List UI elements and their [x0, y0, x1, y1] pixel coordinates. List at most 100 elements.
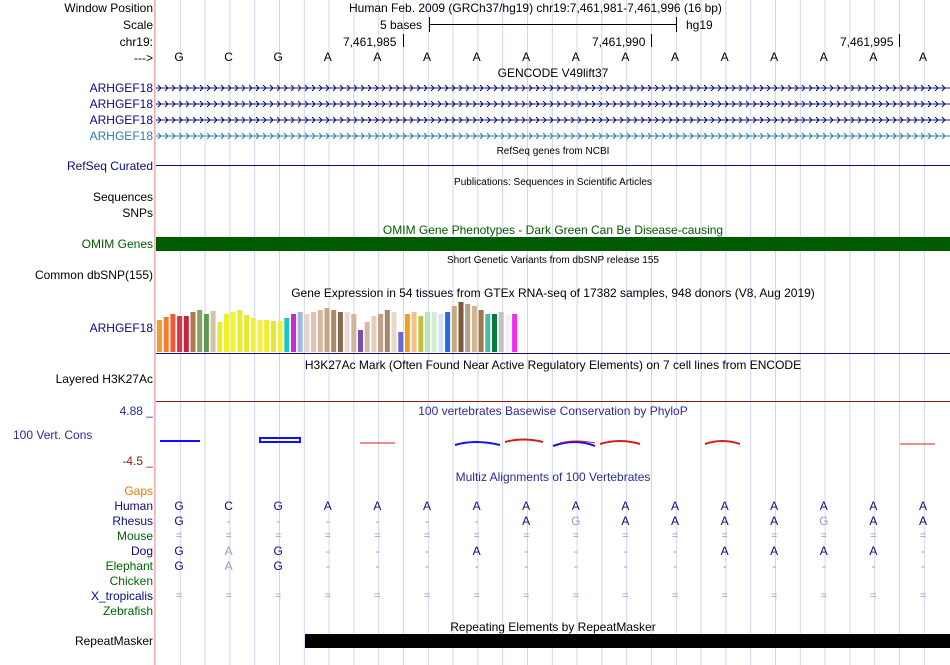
- gtex-bar[interactable]: [451, 306, 457, 352]
- gtex-bar[interactable]: [358, 330, 363, 352]
- gtex-bar[interactable]: [425, 312, 430, 352]
- gtex-bar[interactable]: [331, 310, 337, 352]
- gtex-bar[interactable]: [431, 312, 437, 352]
- gencode-gene-label[interactable]: ARHGEF18: [89, 129, 153, 143]
- gtex-bar[interactable]: [324, 308, 330, 352]
- gtex-bar[interactable]: [270, 321, 276, 352]
- multiz-species-label[interactable]: Dog: [130, 544, 153, 558]
- multiz-species-label[interactable]: Zebrafish: [102, 604, 153, 618]
- gtex-bar[interactable]: [163, 317, 169, 352]
- multiz-gaps-label[interactable]: Gaps: [124, 484, 153, 498]
- gencode-gene-label[interactable]: ARHGEF18: [89, 81, 153, 95]
- gtex-bar[interactable]: [203, 314, 209, 352]
- gencode-gene-label[interactable]: ARHGEF18: [89, 97, 153, 111]
- repeatmasker-label[interactable]: RepeatMasker: [74, 634, 153, 648]
- gtex-bar[interactable]: [471, 306, 477, 352]
- gtex-bar[interactable]: [177, 316, 183, 352]
- gtex-bar[interactable]: [505, 314, 511, 352]
- gtex-bar[interactable]: [337, 312, 343, 352]
- gtex-bar[interactable]: [465, 304, 471, 352]
- sequence-base: A: [918, 50, 927, 64]
- multiz-species-label[interactable]: Elephant: [105, 559, 153, 573]
- gencode-transcript-line[interactable]: [156, 115, 950, 125]
- gtex-bar[interactable]: [277, 321, 283, 352]
- multiz-species-label[interactable]: Human: [114, 499, 153, 513]
- multiz-base: =: [572, 590, 580, 602]
- gencode-transcript-line[interactable]: [156, 131, 950, 141]
- multiz-species-label[interactable]: Mouse: [116, 529, 153, 543]
- gtex-bar[interactable]: [157, 320, 162, 352]
- gtex-bar[interactable]: [210, 311, 216, 352]
- phylop-signal[interactable]: [155, 430, 950, 454]
- scale-assembly: hg19: [686, 18, 713, 32]
- pubs-sequences-label[interactable]: Sequences: [92, 190, 153, 204]
- gtex-bar[interactable]: [364, 322, 370, 352]
- gtex-bar[interactable]: [404, 314, 410, 352]
- gtex-bar[interactable]: [197, 310, 203, 352]
- dbsnp-label[interactable]: Common dbSNP(155): [34, 268, 153, 282]
- gtex-bar[interactable]: [317, 310, 323, 352]
- gtex-bar[interactable]: [291, 314, 296, 352]
- gtex-bar[interactable]: [257, 320, 263, 352]
- gtex-bar[interactable]: [418, 316, 424, 352]
- gtex-bar[interactable]: [492, 314, 497, 352]
- gtex-bar[interactable]: [250, 318, 256, 352]
- pubs-snps-label[interactable]: SNPs: [122, 206, 153, 220]
- gtex-bar[interactable]: [391, 312, 397, 352]
- gtex-bar[interactable]: [284, 318, 290, 352]
- scale-bar-right-cap: [676, 17, 677, 32]
- gencode-transcript-line[interactable]: [156, 83, 950, 93]
- gtex-bar[interactable]: [411, 312, 417, 352]
- gtex-expression-bars[interactable]: [155, 300, 950, 356]
- refseq-label[interactable]: RefSeq Curated: [66, 159, 153, 173]
- gtex-bar[interactable]: [297, 312, 303, 352]
- gtex-bar[interactable]: [498, 312, 504, 352]
- gtex-bar[interactable]: [438, 314, 444, 352]
- omim-title: OMIM Gene Phenotypes - Dark Green Can Be…: [382, 223, 724, 237]
- gtex-bar[interactable]: [485, 314, 491, 352]
- gtex-bar[interactable]: [304, 314, 310, 352]
- gtex-bar[interactable]: [311, 312, 317, 352]
- gtex-bar[interactable]: [230, 312, 236, 352]
- gtex-bar[interactable]: [445, 312, 451, 352]
- gtex-bar[interactable]: [478, 310, 484, 352]
- sequence-base: A: [869, 50, 878, 64]
- multiz-base: G: [571, 514, 581, 528]
- gtex-bar[interactable]: [384, 310, 390, 352]
- gtex-bar[interactable]: [351, 314, 357, 352]
- gtex-bar[interactable]: [458, 302, 464, 352]
- gtex-bar[interactable]: [378, 314, 384, 352]
- gtex-bar[interactable]: [371, 316, 377, 352]
- h3k27ac-label[interactable]: Layered H3K27Ac: [55, 372, 153, 386]
- gtex-bar[interactable]: [237, 310, 243, 352]
- gtex-bar[interactable]: [224, 314, 229, 352]
- gencode-transcript-line[interactable]: [156, 99, 950, 109]
- multiz-base: A: [373, 499, 382, 513]
- multiz-species-label[interactable]: Rhesus: [112, 514, 153, 528]
- gtex-bar[interactable]: [264, 320, 270, 352]
- gtex-bar[interactable]: [344, 312, 350, 352]
- sequence-base: A: [323, 50, 332, 64]
- gencode-track-title: GENCODE V49lift37: [497, 66, 609, 80]
- h3k27ac-baseline: [156, 401, 950, 402]
- repeatmasker-feature-bar[interactable]: [305, 634, 950, 648]
- omim-label[interactable]: OMIM Genes: [81, 237, 153, 251]
- phylop-label[interactable]: 100 Vert. Cons: [13, 428, 93, 442]
- gtex-bar[interactable]: [183, 316, 189, 352]
- gtex-bar[interactable]: [512, 314, 518, 352]
- gtex-bar[interactable]: [190, 312, 196, 352]
- gtex-title: Gene Expression in 54 tissues from GTEx …: [291, 286, 815, 300]
- gencode-gene-label[interactable]: ARHGEF18: [89, 113, 153, 127]
- phylop-negative-glyph: [704, 440, 741, 445]
- omim-feature-bar[interactable]: [156, 237, 950, 251]
- multiz-species-label[interactable]: Chicken: [109, 574, 153, 588]
- multiz-species-label[interactable]: X_tropicalis: [90, 589, 153, 603]
- gtex-bar[interactable]: [244, 315, 250, 352]
- multiz-base: -: [276, 514, 281, 528]
- gtex-label[interactable]: ARHGEF18: [89, 321, 153, 335]
- ruler-tick-label: 7,461,990: [592, 35, 646, 49]
- gtex-bar[interactable]: [217, 322, 223, 352]
- multiz-base: -: [524, 544, 529, 558]
- gtex-bar[interactable]: [398, 332, 404, 352]
- gtex-bar[interactable]: [170, 314, 176, 352]
